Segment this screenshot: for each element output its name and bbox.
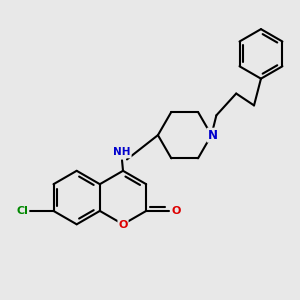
- Text: Cl: Cl: [16, 206, 28, 216]
- Text: NH: NH: [113, 148, 131, 158]
- Text: N: N: [207, 129, 218, 142]
- Text: O: O: [172, 206, 181, 216]
- Text: O: O: [118, 220, 128, 230]
